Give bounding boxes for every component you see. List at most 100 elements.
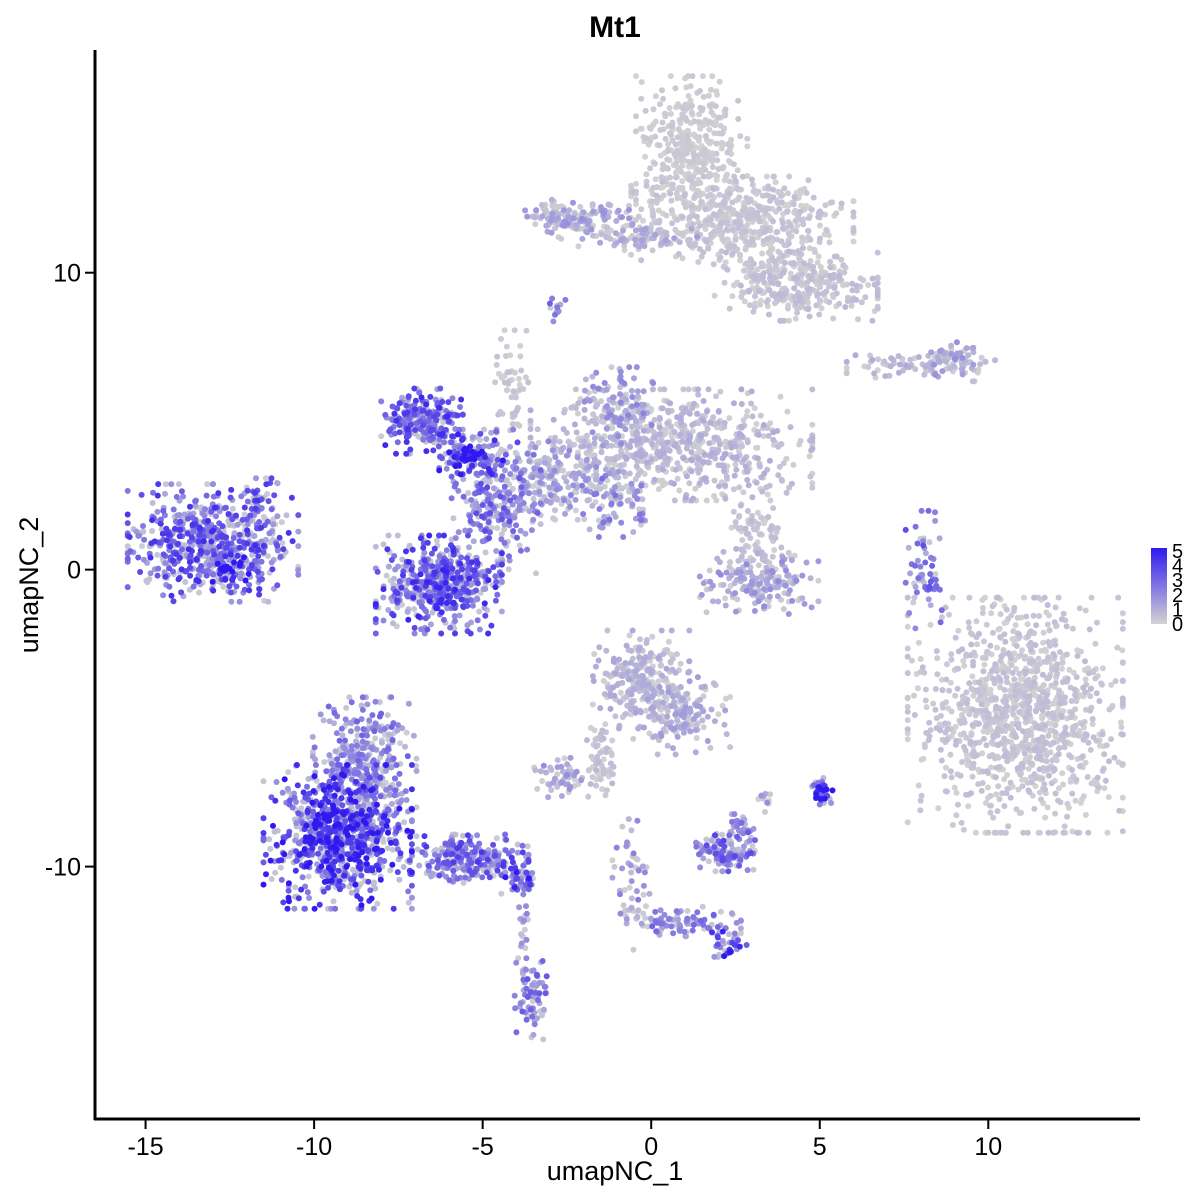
cell-point [535, 439, 542, 446]
cell-point [1067, 778, 1074, 785]
cell-point [926, 733, 933, 740]
cell-point [262, 475, 269, 482]
cell-point [727, 744, 734, 751]
cell-point [1023, 613, 1030, 620]
cell-point [968, 732, 975, 738]
cell-point [582, 376, 589, 383]
cell-point [756, 462, 763, 469]
cell-point [926, 719, 933, 726]
cell-point [503, 343, 510, 350]
cell-point [1044, 621, 1051, 628]
cell-point [977, 361, 984, 368]
cell-point [1052, 790, 1059, 797]
cell-point [989, 675, 996, 682]
cell-point [718, 219, 725, 226]
cell-point [1013, 666, 1019, 672]
cell-point [1074, 653, 1081, 659]
cell-point [674, 475, 681, 482]
cell-point [734, 220, 741, 226]
cell-point [993, 704, 999, 711]
cell-point [726, 415, 733, 422]
cell-point [949, 822, 956, 828]
cell-point [969, 673, 976, 680]
cell-point [1076, 728, 1083, 734]
cell-point [675, 251, 682, 257]
cell-point [672, 85, 679, 92]
cell-point [532, 221, 539, 228]
cell-point [1033, 724, 1040, 731]
cell-point [927, 621, 934, 628]
cell-point [779, 219, 786, 226]
cell-point [975, 781, 982, 788]
cell-point [1106, 758, 1112, 765]
cell-point [809, 421, 816, 428]
cell-point [717, 908, 724, 915]
cell-point [597, 776, 604, 783]
cell-point [978, 701, 985, 708]
cell-point [933, 648, 940, 655]
cell-point [1003, 703, 1010, 710]
cell-point [637, 636, 643, 643]
cell-point [685, 93, 692, 99]
cell-point [1003, 790, 1010, 797]
cell-point [654, 751, 661, 758]
cell-point [1072, 691, 1079, 698]
cell-point [744, 143, 751, 150]
cell-point [786, 173, 793, 180]
cell-point [1012, 622, 1019, 629]
cell-point [749, 181, 756, 188]
cell-point [713, 88, 720, 95]
cell-point [871, 370, 878, 377]
cell-point [374, 900, 381, 907]
cell-point [629, 189, 636, 196]
cell-point [723, 249, 730, 256]
cell-point [783, 455, 790, 462]
cell-point [810, 194, 817, 201]
cell-point [989, 667, 996, 674]
cell-point [385, 532, 392, 539]
cell-point [790, 461, 797, 468]
cell-point [983, 621, 990, 628]
cell-point [1062, 694, 1068, 701]
cell-point [1055, 785, 1062, 792]
cell-point [1011, 705, 1018, 712]
cell-point [640, 217, 647, 224]
cell-point [805, 177, 812, 184]
cell-point [911, 594, 918, 601]
cell-point [714, 157, 721, 164]
cell-point [788, 260, 794, 267]
cell-point [390, 620, 396, 627]
cell-point [708, 198, 715, 205]
cell-point [705, 386, 712, 393]
cell-point [539, 778, 546, 784]
cell-point [1119, 659, 1126, 666]
cell-point [182, 579, 189, 585]
cell-point [720, 581, 727, 588]
cell-point [983, 676, 990, 683]
cell-point [736, 213, 743, 220]
cell-point [712, 172, 719, 178]
cell-point [1043, 758, 1050, 765]
cell-point [907, 356, 914, 363]
cell-point [305, 873, 312, 880]
cell-point [617, 689, 624, 696]
cell-point [728, 136, 735, 143]
cell-point [572, 386, 579, 393]
cell-point [643, 903, 649, 910]
cell-point [770, 505, 777, 512]
cell-point [976, 679, 982, 686]
cell-point [679, 178, 686, 185]
cell-point [739, 537, 746, 544]
cell-point [749, 413, 756, 420]
cell-point [833, 290, 840, 297]
cell-point [710, 211, 717, 218]
cell-point [798, 202, 805, 209]
cell-point [731, 243, 738, 250]
cell-point [999, 710, 1006, 717]
cell-point [735, 116, 742, 122]
cell-point [665, 638, 672, 645]
cell-point [770, 173, 777, 180]
cell-point [585, 767, 592, 774]
cell-point [664, 165, 671, 172]
cell-point [1019, 743, 1026, 750]
